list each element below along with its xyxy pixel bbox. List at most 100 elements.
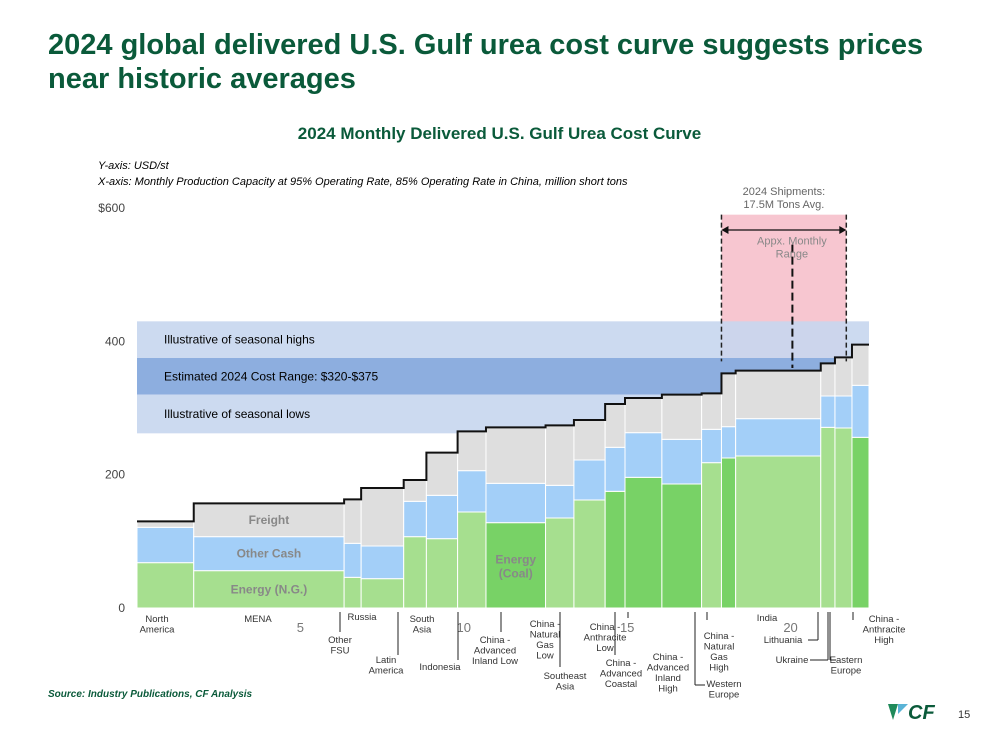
category-label-9: Southeast Asia xyxy=(544,671,587,693)
band-label-1: Estimated 2024 Cost Range: $320-$375 xyxy=(164,369,378,383)
bar-freight-11 xyxy=(624,397,663,434)
category-label-3: Russia xyxy=(347,612,377,623)
category-label-1: MENA xyxy=(244,614,272,625)
bar-other-cash-12 xyxy=(661,438,703,485)
bar-other-cash-9 xyxy=(573,459,606,501)
category-label-10: China -Anthracite Low xyxy=(584,622,627,654)
band-label-0: Illustrative of seasonal highs xyxy=(164,333,315,347)
category-label-16: Lithuania xyxy=(764,635,803,646)
bar-energy-6 xyxy=(457,511,487,609)
bar-freight-4 xyxy=(403,479,427,502)
bar-energy-10 xyxy=(604,490,626,609)
band-label-2: Illustrative of seasonal lows xyxy=(164,407,310,421)
bar-energy-14 xyxy=(720,457,737,609)
bar-energy-0 xyxy=(136,562,195,609)
bar-other-cash-8 xyxy=(545,484,575,519)
bar-other-cash-18 xyxy=(851,384,870,438)
x-tick-label-1: 10 xyxy=(457,620,471,635)
bar-energy-15 xyxy=(735,455,822,609)
bar-freight-5 xyxy=(425,452,459,496)
category-label-7: China -Advanced Inland Low xyxy=(472,635,518,667)
layer-label-energy-ng: Energy (N.G.) xyxy=(231,582,308,596)
category-label-17: Ukraine xyxy=(776,655,809,666)
bar-other-cash-11 xyxy=(624,432,663,478)
bar-energy-13 xyxy=(701,462,722,609)
source-note: Source: Industry Publications, CF Analys… xyxy=(48,689,253,700)
category-label-2: Other FSU xyxy=(328,635,352,657)
bar-other-cash-13 xyxy=(701,428,722,464)
bar-freight-13 xyxy=(701,392,722,430)
bar-freight-6 xyxy=(457,430,487,472)
bar-other-cash-10 xyxy=(604,446,626,492)
bar-energy-1 xyxy=(193,570,345,609)
arrow-head-left xyxy=(721,226,729,234)
layer-label-freight: Freight xyxy=(249,513,290,527)
layer-label-energy-coal-2: (Coal) xyxy=(499,566,533,580)
bar-energy-2 xyxy=(343,576,362,609)
layer-label-energy-coal-1: Energy xyxy=(495,552,536,566)
bar-other-cash-4 xyxy=(403,500,427,538)
bar-freight-12 xyxy=(661,394,703,440)
bar-freight-3 xyxy=(360,487,405,547)
bar-other-cash-7 xyxy=(485,482,547,524)
category-label-8: China -Natural Gas Low xyxy=(530,619,561,662)
bar-energy-8 xyxy=(545,517,575,609)
bar-energy-16 xyxy=(820,426,836,609)
bar-energy-3 xyxy=(360,578,405,609)
page-number: 15 xyxy=(958,709,971,721)
bar-freight-9 xyxy=(573,419,606,461)
chart-title: 2024 Monthly Delivered U.S. Gulf Urea Co… xyxy=(297,124,702,143)
bar-freight-14 xyxy=(720,372,737,428)
x-axis-note: X-axis: Monthly Production Capacity at 9… xyxy=(98,176,628,188)
bar-freight-7 xyxy=(485,426,547,484)
category-label-18: Eastern Europe xyxy=(830,655,863,677)
shipments-label-line1: 2024 Shipments: xyxy=(743,186,826,198)
range-label-line2: Range xyxy=(776,249,808,261)
bar-freight-8 xyxy=(545,424,575,486)
bar-other-cash-16 xyxy=(820,395,836,428)
bar-other-cash-17 xyxy=(834,395,853,429)
bar-other-cash-14 xyxy=(720,426,737,459)
category-label-6: Indonesia xyxy=(419,662,461,673)
bar-freight-17 xyxy=(834,356,853,397)
bar-energy-7 xyxy=(485,522,547,609)
cost-curve-chart: 0 200 400 $600 Illustrative of seasonal high… xyxy=(98,186,906,700)
bar-other-cash-15 xyxy=(735,418,822,457)
bar-energy-12 xyxy=(661,483,703,609)
bar-other-cash-5 xyxy=(425,494,459,540)
page-title: 2024 global delivered U.S. Gulf urea cos… xyxy=(48,29,924,95)
cf-logo: CF xyxy=(886,700,942,730)
bar-energy-4 xyxy=(403,536,427,609)
y-tick-label-3: $600 xyxy=(98,201,125,215)
bar-freight-18 xyxy=(851,344,870,386)
x-tick-label-3: 20 xyxy=(783,620,797,635)
bar-freight-2 xyxy=(343,498,362,544)
bar-other-cash-2 xyxy=(343,542,362,578)
x-tick-label-0: 5 xyxy=(297,620,304,635)
bar-freight-15 xyxy=(735,370,822,420)
category-label-14: Western Europe xyxy=(706,679,741,700)
x-tick-label-2: 15 xyxy=(620,620,634,635)
arrow-head-right xyxy=(839,226,847,234)
range-label-line1: Appx. Monthly xyxy=(757,236,827,248)
category-label-5: South Asia xyxy=(410,614,435,636)
y-tick-label-1: 200 xyxy=(105,468,125,482)
bar-freight-10 xyxy=(604,403,626,448)
category-label-19: China -Anthracite High xyxy=(863,614,906,646)
category-label-11: China -Advanced Coastal xyxy=(600,658,642,690)
bar-freight-16 xyxy=(820,362,836,397)
bar-other-cash-6 xyxy=(457,470,487,513)
category-label-13: China -Natural Gas High xyxy=(704,631,735,674)
shipments-label-line2: 17.5M Tons Avg. xyxy=(743,199,824,211)
category-label-4: Latin America xyxy=(369,655,405,677)
y-axis-note: Y-axis: USD/st xyxy=(98,160,169,172)
bar-energy-9 xyxy=(573,499,606,609)
bar-energy-17 xyxy=(834,427,853,609)
layer-label-other-cash: Other Cash xyxy=(237,547,302,561)
bar-other-cash-0 xyxy=(136,526,195,564)
bar-energy-5 xyxy=(425,538,459,609)
cost-curve-outline xyxy=(137,343,869,523)
bar-energy-18 xyxy=(851,436,870,609)
y-tick-label-2: 400 xyxy=(105,334,125,348)
cf-logo-icon xyxy=(888,704,908,720)
